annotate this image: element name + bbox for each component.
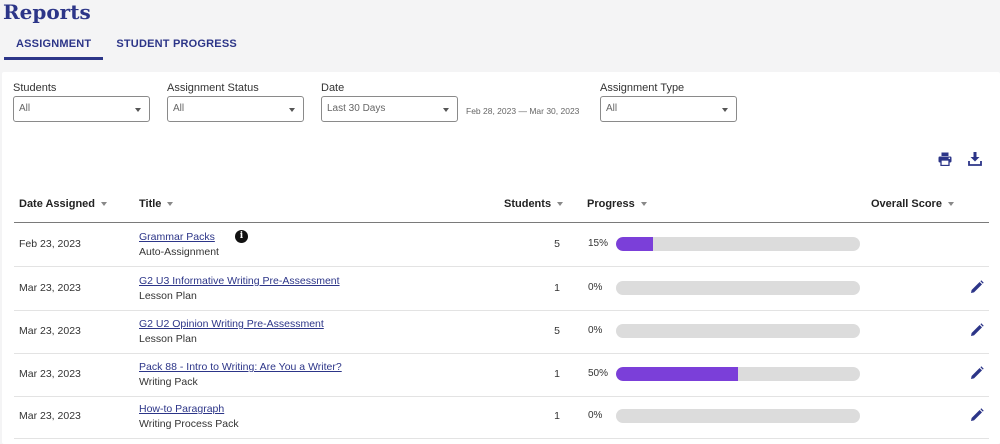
status-filter-label: Assignment Status	[167, 82, 259, 94]
type-select-value: All	[606, 103, 618, 114]
title-cell: Pack 88 - Intro to Writing: Are You a Wr…	[139, 361, 342, 388]
progress-percent: 15%	[588, 238, 609, 249]
progress-percent: 50%	[588, 368, 609, 379]
progress-bar	[616, 367, 860, 381]
assignment-type: Lesson Plan	[139, 290, 197, 302]
tab-student-progress[interactable]: STUDENT PROGRESS	[116, 38, 237, 50]
table-row: Feb 23, 2023 Grammar Packs Auto-Assignme…	[14, 223, 989, 267]
assignment-title-link[interactable]: G2 U3 Informative Writing Pre-Assessment	[139, 275, 340, 287]
students-count: 5	[554, 238, 560, 250]
page-title: Reports	[3, 0, 91, 24]
students-select[interactable]: All	[13, 96, 150, 122]
type-select[interactable]: All	[600, 96, 737, 122]
report-tabs: ASSIGNMENT STUDENT PROGRESS	[4, 38, 249, 60]
tab-assignment[interactable]: ASSIGNMENT	[4, 38, 104, 60]
progress-bar	[616, 281, 860, 295]
progress-percent: 0%	[588, 282, 603, 293]
pencil-icon[interactable]	[970, 323, 984, 337]
title-cell: G2 U3 Informative Writing Pre-Assessment…	[139, 275, 340, 302]
students-count: 1	[554, 282, 560, 294]
chevron-down-icon	[443, 108, 449, 112]
students-select-value: All	[19, 103, 31, 114]
students-count: 1	[554, 410, 560, 422]
pencil-icon[interactable]	[970, 366, 984, 380]
date-select[interactable]: Last 30 Days	[321, 96, 458, 122]
type-filter-label: Assignment Type	[600, 82, 685, 94]
title-cell: How-to Paragraph Writing Process Pack	[139, 403, 239, 430]
report-panel: Students All Assignment Status All Date …	[2, 72, 1000, 444]
print-icon[interactable]	[938, 152, 952, 166]
assignment-type: Writing Process Pack	[139, 418, 239, 430]
sort-caret-icon	[947, 202, 954, 206]
table-row: Mar 23, 2023 G2 U3 Informative Writing P…	[14, 267, 989, 311]
progress-bar	[616, 324, 860, 338]
assignment-title-link[interactable]: Pack 88 - Intro to Writing: Are You a Wr…	[139, 361, 342, 373]
table-header-divider	[14, 222, 989, 223]
download-icon[interactable]	[968, 152, 982, 166]
table-row: Mar 23, 2023 Pack 88 - Intro to Writing:…	[14, 353, 989, 397]
assignment-title-link[interactable]: Grammar Packs	[139, 231, 215, 243]
progress-percent: 0%	[588, 325, 603, 336]
progress-header[interactable]: Progress	[587, 198, 647, 210]
assignment-title-link[interactable]: How-to Paragraph	[139, 403, 225, 415]
date-assigned-cell: Mar 23, 2023	[19, 325, 81, 337]
assignment-title-link[interactable]: G2 U2 Opinion Writing Pre-Assessment	[139, 318, 324, 330]
chevron-down-icon	[135, 108, 141, 112]
status-select[interactable]: All	[167, 96, 304, 122]
progress-bar	[616, 237, 860, 251]
date-assigned-cell: Mar 23, 2023	[19, 282, 81, 294]
pencil-icon[interactable]	[970, 408, 984, 422]
students-count: 1	[554, 368, 560, 380]
date-assigned-cell: Mar 23, 2023	[19, 368, 81, 380]
overall-score-header[interactable]: Overall Score	[871, 198, 954, 210]
progress-bar-fill	[616, 237, 653, 251]
progress-bar-fill	[616, 367, 738, 381]
students-filter-label: Students	[13, 82, 57, 94]
assignment-type: Writing Pack	[139, 376, 198, 388]
table-row: Mar 23, 2023 How-to Paragraph Writing Pr…	[14, 395, 989, 439]
date-assigned-header[interactable]: Date Assigned	[19, 198, 108, 210]
sort-caret-icon	[101, 202, 108, 206]
date-select-value: Last 30 Days	[327, 103, 386, 114]
assignment-type: Lesson Plan	[139, 333, 197, 345]
title-cell: Grammar Packs Auto-Assignment	[139, 231, 219, 258]
date-range-text: Feb 28, 2023 — Mar 30, 2023	[466, 106, 580, 116]
sort-caret-icon	[557, 202, 564, 206]
date-assigned-cell: Mar 23, 2023	[19, 410, 81, 422]
students-count: 5	[554, 325, 560, 337]
info-icon[interactable]: i	[235, 230, 248, 243]
title-cell: G2 U2 Opinion Writing Pre-Assessment Les…	[139, 318, 324, 345]
pencil-icon[interactable]	[970, 280, 984, 294]
table-row: Mar 23, 2023 G2 U2 Opinion Writing Pre-A…	[14, 310, 989, 354]
students-header[interactable]: Students	[504, 198, 564, 210]
date-filter-label: Date	[321, 82, 345, 94]
date-assigned-cell: Feb 23, 2023	[19, 238, 81, 250]
title-header[interactable]: Title	[139, 198, 174, 210]
status-select-value: All	[173, 103, 185, 114]
progress-percent: 0%	[588, 410, 603, 421]
sort-caret-icon	[640, 202, 647, 206]
assignment-type: Auto-Assignment	[139, 246, 219, 258]
chevron-down-icon	[289, 108, 295, 112]
sort-caret-icon	[167, 202, 174, 206]
chevron-down-icon	[722, 108, 728, 112]
progress-bar	[616, 409, 860, 423]
